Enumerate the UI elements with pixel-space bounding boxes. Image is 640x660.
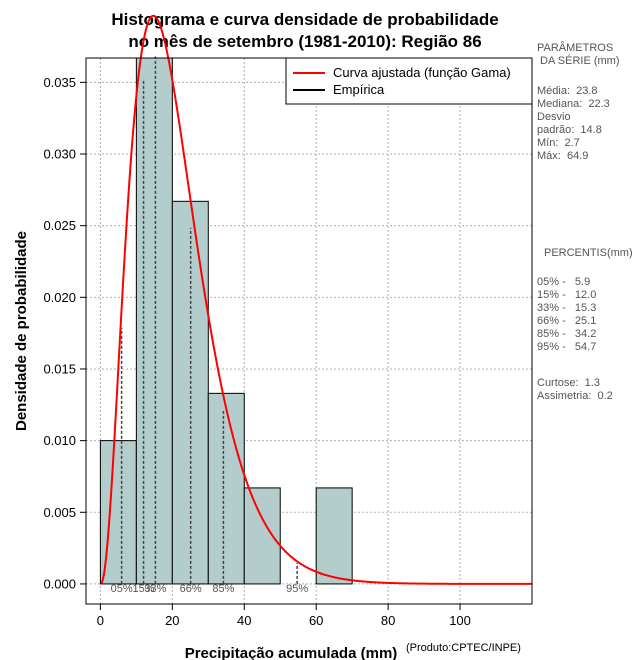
- percentile-label-0: 05%: [111, 583, 133, 595]
- legend: Curva ajustada (função Gama) Empírica: [285, 57, 533, 105]
- legend-box: [285, 57, 533, 105]
- y-tick-label-6: 0.030: [43, 147, 76, 162]
- histogram-bars: [99, 57, 353, 585]
- y-tick-label-2: 0.010: [43, 433, 76, 448]
- x-tick-label-4: 80: [381, 613, 395, 628]
- histogram-bar-3: [207, 392, 245, 585]
- x-tick-label-2: 40: [237, 613, 251, 628]
- percentile-label-2: 33%: [144, 583, 166, 595]
- histogram-bar-6: [315, 487, 353, 585]
- y-tick-label-5: 0.025: [43, 218, 76, 233]
- params-title: PARÂMETROS DA SÉRIE (mm): [537, 42, 620, 67]
- histogram-bar-4: [243, 487, 281, 585]
- params-body: Média: 23.8 Mediana: 22.3 Desvio padrão:…: [537, 85, 610, 162]
- histogram-bar-1: [135, 57, 173, 585]
- y-tick-label-3: 0.015: [43, 361, 76, 376]
- percentis-title: PERCENTIS(mm): [544, 247, 633, 259]
- y-tick-label-1: 0.005: [43, 505, 76, 520]
- y-axis-ticks: 0.000 0.005 0.010 0.015 0.020 0.025 0.030 0.035: [43, 75, 86, 591]
- legend-label-empirical: Empírica: [333, 82, 385, 97]
- stats-extra: Curtose: 1.3 Assimetria: 0.2: [537, 377, 613, 402]
- percentile-label-3: 66%: [180, 583, 202, 595]
- x-tick-label-5: 100: [449, 613, 471, 628]
- y-axis-label: Densidade de probabilidade: [13, 231, 30, 431]
- percentile-label-4: 85%: [212, 583, 234, 595]
- gamma-fit-curve: [100, 14, 532, 585]
- legend-label-fit: Curva ajustada (função Gama): [333, 65, 511, 80]
- chart-title-line-2: no mês de setembro (1981-2010): Região 8…: [128, 32, 481, 51]
- percentis-body: 05% - 5.9 15% - 12.0 33% - 15.3 66% - 25…: [537, 276, 597, 353]
- percentile-label-5: 95%: [286, 583, 308, 595]
- y-tick-label-0: 0.000: [43, 576, 76, 591]
- percentile-lines: 05% 15%33% 66% 85% 95%: [111, 56, 308, 595]
- x-tick-label-1: 20: [165, 613, 179, 628]
- x-axis-label: Precipitação acumulada (mm): [185, 645, 398, 660]
- percentile-label-1: 15%: [133, 583, 155, 595]
- x-axis-ticks: 0 20 40 60 80 100: [97, 604, 471, 628]
- chart-title-line-1: Histograma e curva densidade de probabil…: [111, 10, 498, 29]
- y-tick-label-4: 0.020: [43, 290, 76, 305]
- y-tick-label-7: 0.035: [43, 75, 76, 90]
- x-tick-label-0: 0: [97, 613, 104, 628]
- x-tick-label-3: 60: [309, 613, 323, 628]
- product-credit: (Produto:CPTEC/INPE): [406, 642, 521, 654]
